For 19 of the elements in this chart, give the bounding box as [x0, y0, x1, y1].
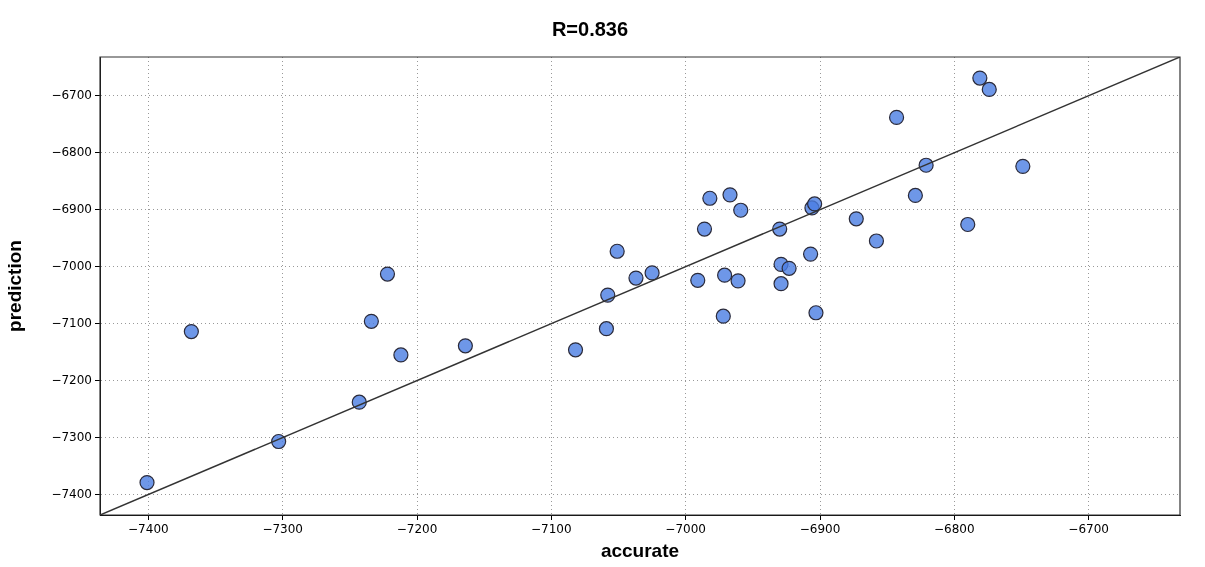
y-tick-label: −7000 [51, 258, 92, 273]
y-tick-label: −7400 [51, 486, 92, 501]
x-tick-label: −7000 [665, 522, 706, 537]
y-tick-label: −6800 [51, 144, 92, 159]
x-tick-label: −6700 [1068, 522, 1109, 537]
x-tick-label: −7300 [262, 522, 303, 537]
y-tick-label: −7100 [51, 315, 92, 330]
x-tick-label: −7200 [396, 522, 438, 537]
x-tick-label: −6900 [799, 522, 841, 537]
x-tick-label: −6800 [934, 522, 975, 537]
x-tick-label: −7100 [531, 522, 572, 537]
y-axis-title: prediction [3, 240, 25, 332]
y-tick-label: −6900 [51, 201, 92, 216]
y-tick-label: −7300 [51, 429, 92, 444]
y-tick-label: −7200 [51, 372, 92, 387]
chart-title: R=0.836 [551, 17, 629, 40]
y-tick-label: −6700 [51, 87, 92, 102]
x-axis-title: accurate [600, 539, 680, 561]
x-tick-label: −7400 [128, 522, 169, 537]
